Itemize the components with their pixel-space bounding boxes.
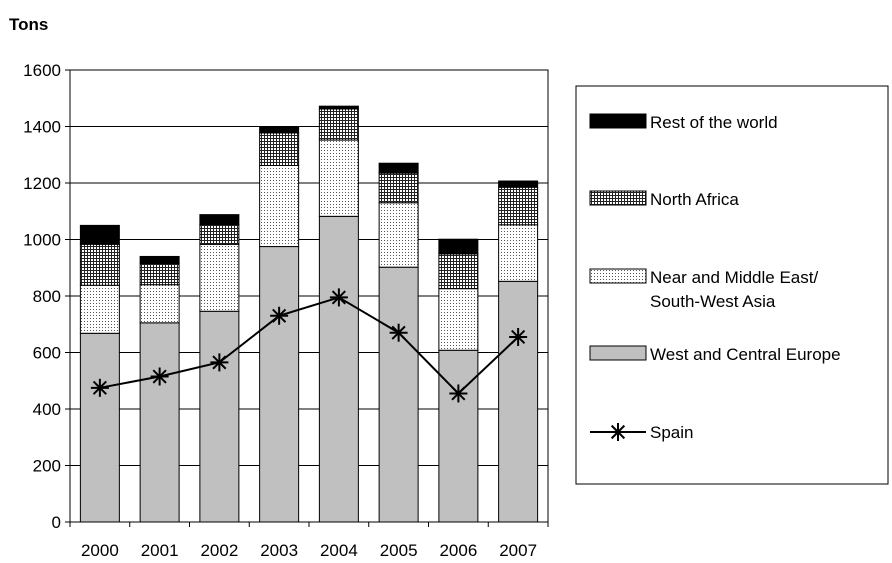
point-spain-2007: [509, 327, 528, 346]
spain-series: [90, 288, 528, 403]
bar-near-and-middle-east-south-west-asia-2004: [318, 139, 359, 217]
bar-rest-of-the-world-2005: [378, 162, 419, 174]
y-tick-label: 1200: [23, 174, 61, 193]
y-tick-label: 0: [52, 513, 61, 532]
x-tick-label: 2003: [260, 541, 298, 560]
legend-entry-spain: Spain: [590, 423, 693, 442]
bar-rest-of-the-world-2001: [139, 255, 180, 265]
point-spain-2001: [150, 367, 169, 386]
legend-marker: [609, 423, 627, 441]
x-tick-label: 2002: [200, 541, 238, 560]
legend-swatch: [589, 268, 647, 284]
point-spain-2005: [389, 323, 408, 342]
y-tick-label: 600: [33, 344, 61, 363]
x-axis-ticks: 2000 2001 2002 2003 2004 2005 2006 2007: [69, 522, 549, 560]
y-tick-label: 200: [33, 457, 61, 476]
legend-label: Near and Middle East/South-West Asia: [650, 268, 818, 311]
bar-near-and-middle-east-south-west-asia-2002: [199, 243, 240, 312]
bar-north-africa-2003: [259, 132, 300, 166]
bar-west-and-central-europe-2007: [498, 280, 539, 523]
bar-rest-of-the-world-2007: [498, 180, 539, 188]
legend-entry-north-africa: North Africa: [589, 190, 739, 209]
legend-label: West and Central Europe: [650, 345, 841, 364]
point-spain-2003: [270, 306, 289, 325]
legend-box: [575, 85, 889, 485]
y-axis-ticks: 0 200 400 600 800 1000 1200 1400 1600: [23, 61, 70, 532]
bar-rest-of-the-world-2002: [199, 214, 240, 226]
bar-rest-of-the-world-2000: [79, 224, 120, 245]
y-tick-label: 400: [33, 400, 61, 419]
bar-near-and-middle-east-south-west-asia-2001: [139, 284, 180, 324]
x-tick-label: 2005: [380, 541, 418, 560]
point-spain-2002: [210, 353, 229, 372]
bar-north-africa-2006: [438, 253, 479, 290]
bar-near-and-middle-east-south-west-asia-2005: [378, 202, 419, 268]
legend-entry-rest-of-the-world: Rest of the world: [589, 113, 778, 132]
y-tick-label: 1600: [23, 61, 61, 80]
bar-rest-of-the-world-2006: [438, 238, 479, 255]
legend-label: Spain: [650, 423, 693, 442]
point-spain-2004: [329, 288, 348, 307]
bar-north-africa-2002: [199, 224, 240, 245]
bars: [79, 105, 539, 523]
bar-near-and-middle-east-south-west-asia-2003: [259, 164, 300, 248]
legend-swatch: [589, 345, 647, 361]
y-tick-label: 1400: [23, 118, 61, 137]
legend-label: North Africa: [650, 190, 739, 209]
legend-entry-west-and-central-europe: West and Central Europe: [589, 345, 841, 364]
bar-north-africa-2000: [79, 243, 120, 286]
bar-north-africa-2007: [498, 186, 539, 226]
line-spain: [99, 296, 519, 395]
legend: Rest of the world North Africa Near and Mi…: [575, 85, 889, 485]
bar-west-and-central-europe-2003: [259, 246, 300, 523]
bar-north-africa-2004: [318, 108, 359, 141]
x-tick-label: 2007: [499, 541, 537, 560]
bar-north-africa-2001: [139, 263, 180, 286]
bar-west-and-central-europe-2004: [318, 215, 359, 523]
bar-west-and-central-europe-2005: [378, 266, 419, 523]
legend-swatch: [589, 190, 647, 206]
y-tick-label: 800: [33, 287, 61, 306]
bar-rest-of-the-world-2004: [318, 105, 359, 110]
point-spain-2000: [90, 378, 109, 397]
x-tick-label: 2006: [439, 541, 477, 560]
legend-label: Rest of the world: [650, 113, 778, 132]
bar-west-and-central-europe-2001: [139, 322, 180, 523]
y-tick-label: 1000: [23, 231, 61, 250]
bar-west-and-central-europe-2000: [79, 332, 120, 523]
x-tick-label: 2001: [141, 541, 179, 560]
point-spain-2006: [449, 384, 468, 403]
bar-west-and-central-europe-2002: [199, 310, 240, 523]
x-tick-label: 2000: [81, 541, 119, 560]
bar-near-and-middle-east-south-west-asia-2006: [438, 288, 479, 351]
bar-north-africa-2005: [378, 172, 419, 204]
bar-near-and-middle-east-south-west-asia-2007: [498, 224, 539, 282]
legend-swatch: [589, 113, 647, 129]
x-tick-label: 2004: [320, 541, 358, 560]
bar-near-and-middle-east-south-west-asia-2000: [79, 284, 120, 334]
bar-rest-of-the-world-2003: [259, 126, 300, 134]
y-axis-label: Tons: [9, 15, 48, 34]
legend-entry-near-and-middle-east-south-west-asia: Near and Middle East/South-West Asia: [589, 268, 818, 311]
bar-west-and-central-europe-2006: [438, 349, 479, 523]
